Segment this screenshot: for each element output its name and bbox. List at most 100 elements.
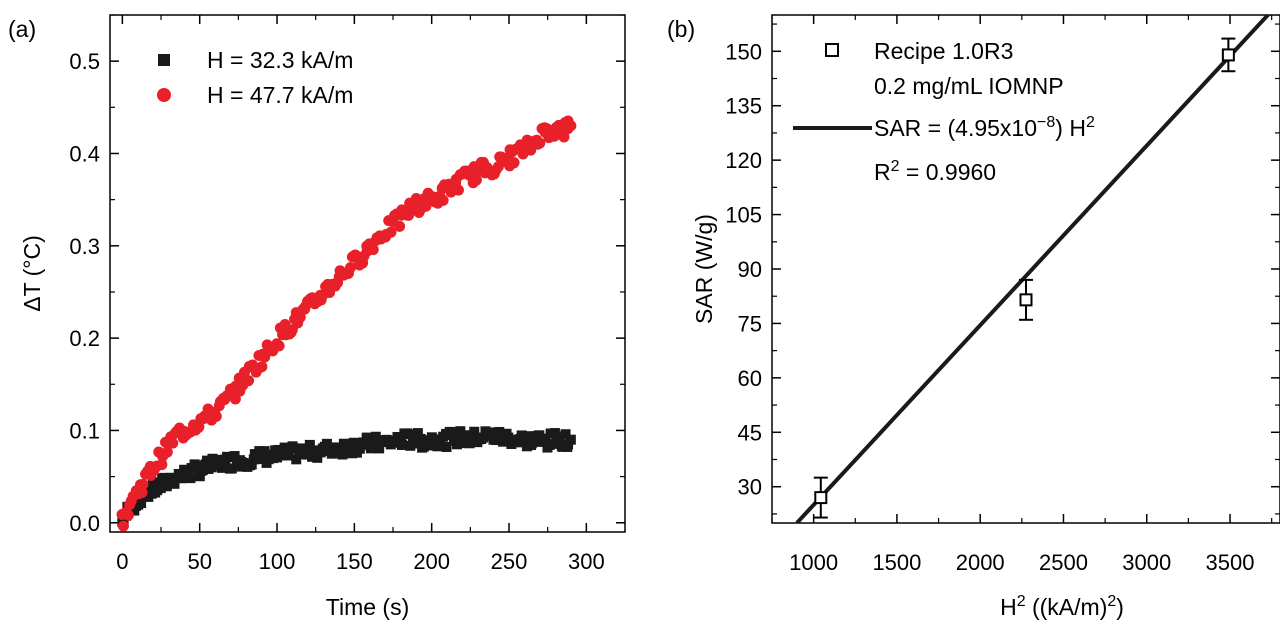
data-point: [374, 443, 385, 454]
x-tick-label: 100: [259, 549, 296, 574]
data-point: [223, 452, 234, 463]
data-point: [486, 427, 497, 438]
x-tick-label: 1000: [789, 550, 838, 575]
data-point: [273, 444, 284, 455]
data-point: [441, 442, 452, 453]
legend-label: H = 47.7 kA/m: [207, 82, 353, 108]
data-point: [470, 174, 482, 186]
y-axis-title: SAR (W/g): [691, 214, 717, 324]
y-tick-label: 0.2: [69, 326, 100, 351]
panel-a: 0 50 100 150 200 250 300 0.0 0.1 0.2 0.3 0.4 0.5 Time…: [8, 14, 626, 620]
data-point: [437, 194, 449, 206]
data-point: [136, 498, 147, 509]
y-tick-label: 0.5: [69, 49, 100, 74]
data-point: [243, 375, 255, 387]
x-axis-title-sup: 2: [1017, 593, 1026, 610]
data-point: [403, 429, 414, 440]
panel-a-frame: [109, 14, 626, 533]
data-point: [179, 464, 190, 475]
data-point: [385, 226, 397, 238]
x-axis-title-base: H: [1000, 594, 1017, 620]
data-point: [137, 478, 149, 490]
data-point: [156, 459, 168, 471]
y-tick-label: 120: [725, 148, 762, 173]
y-tick-label: 30: [738, 475, 762, 500]
data-point: [560, 429, 571, 440]
data-point: [524, 431, 535, 442]
legend-label-concentration: 0.2 mg/mL IOMNP: [874, 73, 1064, 99]
data-point: [122, 509, 134, 521]
y-axis-title: ΔT (°C): [19, 235, 45, 312]
fit-line: [795, 15, 1271, 523]
x-tick-label: 2000: [956, 550, 1005, 575]
data-point: [396, 439, 407, 450]
data-point: [508, 157, 520, 169]
x-tick-label: 50: [187, 549, 211, 574]
y-tick-label: 0.1: [69, 418, 100, 443]
data-point: [448, 427, 459, 438]
x-tick-label: 150: [336, 549, 373, 574]
data-point: [348, 437, 359, 448]
y-tick-label: 135: [725, 94, 762, 119]
data-point: [259, 446, 270, 457]
data-point: [310, 445, 321, 456]
x-tick-label: 250: [491, 549, 528, 574]
legend-a: H = 32.3 kA/m H = 47.7 kA/m: [157, 47, 353, 108]
x-axis-title: H2 ((kA/m)2): [1000, 593, 1124, 620]
data-point: [1019, 293, 1033, 307]
data-point: [256, 361, 268, 373]
data-point: [365, 443, 376, 454]
panel-label-b: (b): [667, 16, 695, 42]
data-point: [429, 434, 440, 445]
legend-fit-mid: ) H: [1055, 115, 1086, 141]
y-tick-label: 45: [738, 420, 762, 445]
panel-label-a: (a): [8, 16, 36, 42]
data-point: [273, 340, 285, 352]
data-point: [469, 426, 480, 437]
x-tick-label: 1500: [872, 550, 921, 575]
data-point: [412, 428, 423, 439]
data-point: [531, 436, 542, 447]
series-high-field: [116, 115, 577, 532]
y-tick-label: 90: [738, 257, 762, 282]
y-tick-label: 60: [738, 366, 762, 391]
data-point: [206, 462, 217, 473]
data-point: [198, 464, 209, 475]
legend-r2-rest: = 0.9960: [900, 159, 997, 185]
x-tick-label: 3500: [1206, 550, 1255, 575]
x-axis-title: Time (s): [326, 594, 409, 620]
x-tick-label: 2500: [1039, 550, 1088, 575]
data-point: [193, 421, 205, 433]
data-point: [136, 487, 148, 499]
data-point: [217, 462, 228, 473]
data-point: [420, 200, 432, 212]
legend-r2-base: R: [874, 159, 891, 185]
legend-b: Recipe 1.0R3 0.2 mg/mL IOMNP SAR = (4.95x1…: [793, 38, 1095, 185]
data-point: [370, 431, 381, 442]
data-point: [435, 436, 446, 447]
x-axis-title-mid: ((kA/m): [1026, 594, 1108, 620]
x-tick-label: 200: [413, 549, 450, 574]
data-point: [337, 449, 348, 460]
data-point: [1221, 48, 1235, 62]
legend-label-recipe: Recipe 1.0R3: [874, 38, 1013, 64]
legend-label-r2: R2 = 0.9960: [874, 158, 996, 185]
data-point: [494, 426, 505, 437]
data-point: [155, 483, 166, 494]
data-point: [814, 491, 828, 505]
data-point: [194, 471, 205, 482]
legend-label-fit: SAR = (4.95x10−8) H2: [874, 114, 1095, 141]
data-point: [259, 351, 271, 363]
data-point: [367, 244, 379, 256]
legend-fit-sup: 2: [1086, 114, 1095, 131]
data-point: [312, 452, 323, 463]
data-point: [498, 436, 509, 447]
legend-fit-pre: SAR = (4.95x10: [874, 115, 1037, 141]
x-axis-title-sup2: 2: [1107, 593, 1116, 610]
data-point: [248, 454, 259, 465]
data-point: [344, 262, 356, 274]
panel-b: 1000 1500 2000 2500 3000 3500 30 45 60 75 90 105 120…: [667, 14, 1280, 620]
x-axis-title-end: ): [1116, 594, 1124, 620]
data-point: [394, 220, 406, 232]
data-point: [548, 438, 559, 449]
